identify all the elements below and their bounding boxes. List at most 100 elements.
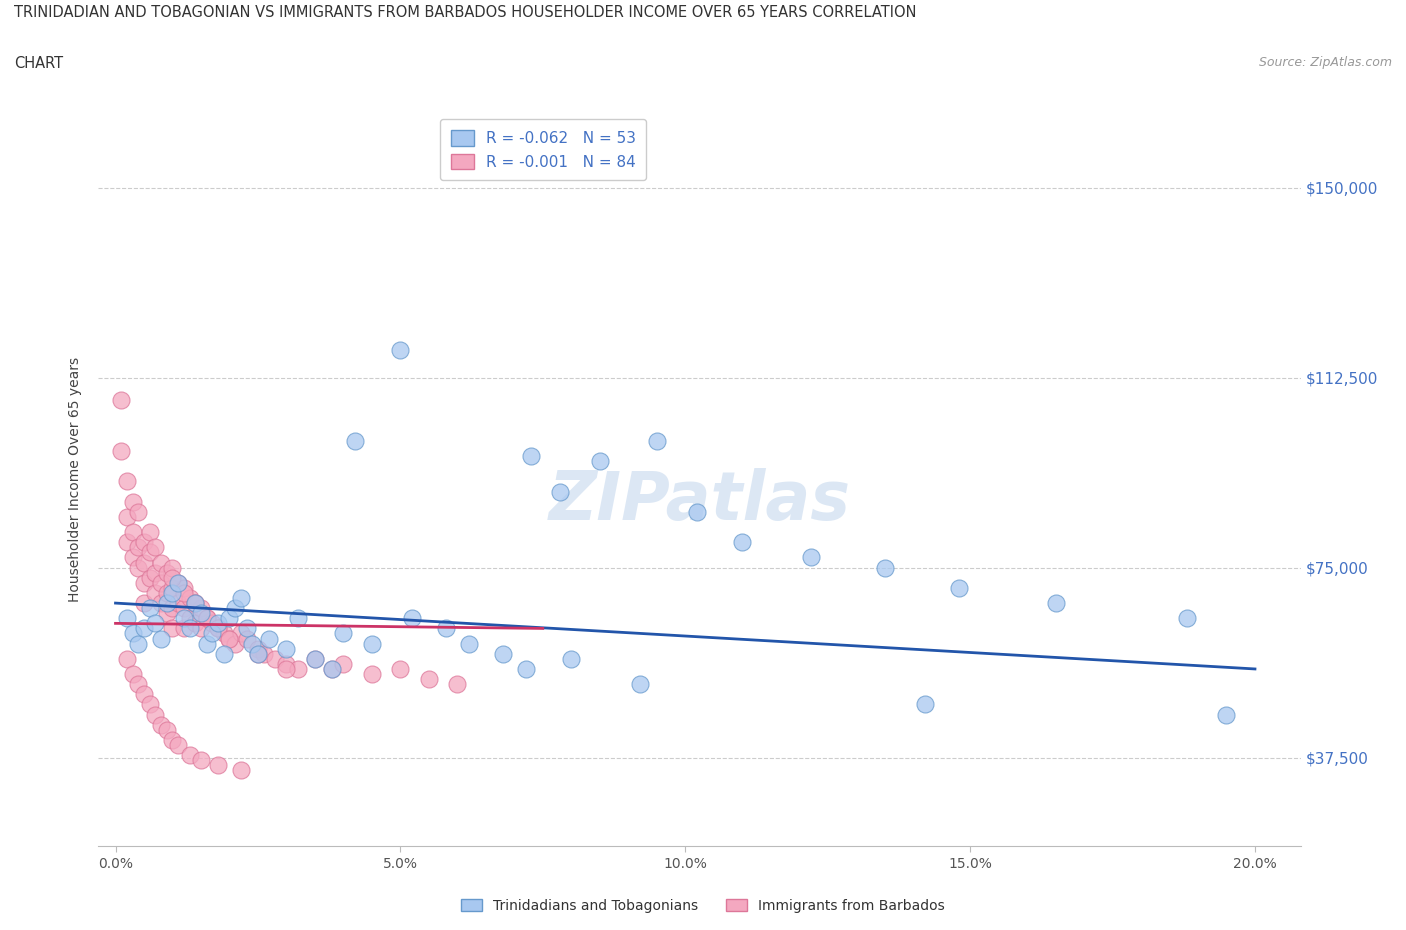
Point: [115, 611, 138, 626]
Legend: R = -0.062   N = 53, R = -0.001   N = 84: R = -0.062 N = 53, R = -0.001 N = 84: [440, 119, 647, 180]
Text: CHART: CHART: [14, 56, 63, 71]
Point: [167, 595, 190, 610]
Point: [304, 651, 326, 666]
Point: [167, 737, 190, 752]
Point: [229, 626, 252, 641]
Point: [138, 525, 160, 539]
Point: [800, 550, 823, 565]
Point: [138, 601, 160, 616]
Point: [515, 661, 537, 676]
Point: [115, 535, 138, 550]
Point: [645, 433, 668, 448]
Point: [190, 605, 212, 620]
Point: [162, 586, 184, 601]
Point: [628, 677, 651, 692]
Point: [361, 636, 384, 651]
Point: [156, 605, 179, 620]
Point: [201, 626, 224, 641]
Point: [276, 661, 298, 676]
Point: [207, 758, 229, 773]
Point: [548, 485, 571, 499]
Point: [190, 601, 212, 616]
Point: [229, 763, 252, 777]
Point: [184, 595, 207, 610]
Point: [115, 651, 138, 666]
Point: [162, 601, 184, 616]
Point: [162, 570, 184, 585]
Point: [184, 595, 207, 610]
Point: [190, 752, 212, 767]
Point: [195, 611, 218, 626]
Point: [145, 707, 167, 722]
Point: [156, 565, 179, 580]
Point: [207, 616, 229, 631]
Point: [914, 697, 936, 711]
Point: [224, 601, 246, 616]
Point: [304, 651, 326, 666]
Point: [179, 591, 201, 605]
Point: [321, 661, 343, 676]
Point: [361, 667, 384, 682]
Point: [389, 342, 412, 357]
Point: [156, 595, 179, 610]
Point: [138, 545, 160, 560]
Point: [150, 555, 173, 570]
Point: [948, 580, 970, 595]
Point: [132, 595, 155, 610]
Point: [212, 626, 235, 641]
Point: [195, 611, 218, 626]
Point: [246, 642, 269, 657]
Point: [132, 687, 155, 702]
Point: [145, 540, 167, 555]
Point: [201, 616, 224, 631]
Point: [115, 510, 138, 525]
Point: [127, 560, 149, 575]
Point: [127, 636, 149, 651]
Point: [138, 697, 160, 711]
Point: [332, 657, 354, 671]
Point: [1175, 611, 1198, 626]
Point: [685, 504, 707, 519]
Point: [520, 448, 543, 463]
Text: ZIPatlas: ZIPatlas: [548, 468, 851, 534]
Point: [145, 565, 167, 580]
Point: [127, 540, 149, 555]
Point: [173, 586, 195, 601]
Point: [173, 611, 195, 626]
Point: [132, 576, 155, 591]
Point: [332, 626, 354, 641]
Point: [218, 631, 240, 646]
Point: [132, 621, 155, 636]
Point: [276, 642, 298, 657]
Point: [179, 611, 201, 626]
Point: [162, 560, 184, 575]
Point: [121, 495, 143, 510]
Point: [235, 621, 257, 636]
Point: [253, 646, 276, 661]
Point: [156, 723, 179, 737]
Point: [446, 677, 468, 692]
Point: [589, 454, 612, 469]
Point: [173, 580, 195, 595]
Point: [150, 717, 173, 732]
Point: [150, 595, 173, 610]
Point: [246, 646, 269, 661]
Point: [434, 621, 457, 636]
Point: [457, 636, 479, 651]
Point: [560, 651, 582, 666]
Point: [418, 671, 440, 686]
Point: [173, 621, 195, 636]
Point: [184, 595, 207, 610]
Point: [207, 621, 229, 636]
Point: [264, 651, 287, 666]
Point: [110, 444, 132, 458]
Point: [218, 631, 240, 646]
Point: [190, 621, 212, 636]
Point: [276, 657, 298, 671]
Point: [162, 621, 184, 636]
Point: [110, 393, 132, 408]
Point: [212, 646, 235, 661]
Point: [156, 586, 179, 601]
Point: [731, 535, 754, 550]
Point: [121, 550, 143, 565]
